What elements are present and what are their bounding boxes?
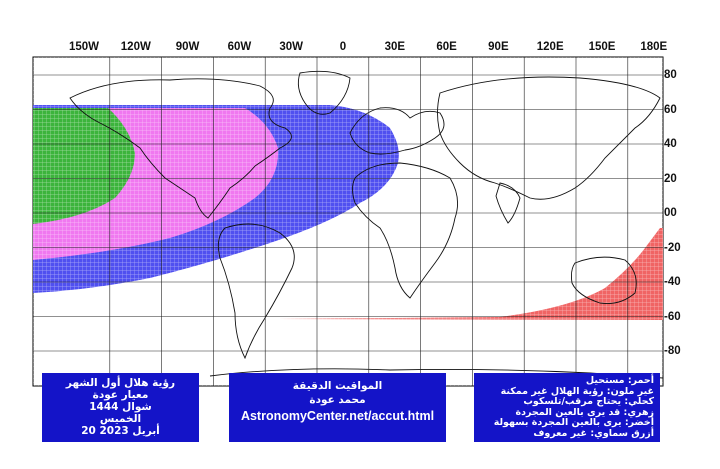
latitude-label: -40 — [664, 276, 681, 288]
weekday-line: الخميس — [99, 413, 142, 425]
legend-item: غير ملون: رؤية الهلال غير ممكنة — [500, 385, 654, 397]
title-line: رؤية هلال أول الشهر — [65, 377, 176, 389]
legend-box: أحمر: مستحيل غير ملون: رؤية الهلال غير م… — [474, 373, 660, 442]
longitude-label: 180E — [640, 41, 668, 53]
continent-north-america — [69, 78, 292, 219]
website-link[interactable]: AstronomyCenter.net/accut.html — [240, 409, 435, 423]
legend-item: أحمر: مستحيل — [585, 375, 654, 386]
continent-australia — [570, 256, 637, 304]
legend-item: زهري: قد يرى بالعين المجردة — [515, 406, 654, 418]
longitude-label: 30W — [279, 41, 304, 53]
credits-box: المواقيت الدقيقة محمد عودة AstronomyCent… — [229, 373, 446, 442]
date-line: 20 أبريل 2023 — [81, 425, 160, 437]
visibility-map — [32, 56, 664, 387]
continent-india — [495, 182, 521, 224]
legend-item: أزرق سماوي: غير معروف — [533, 427, 654, 439]
subtitle-line: المواقيت الدقيقة — [292, 380, 383, 392]
longitude-label: 0 — [339, 41, 347, 53]
criterion-line: معيار عودة — [92, 389, 149, 401]
longitude-label: 150W — [68, 41, 100, 53]
longitude-label: 120W — [120, 41, 151, 53]
latitude-label: 60 — [664, 103, 677, 116]
latitude-label: 00 — [664, 207, 677, 219]
latitude-label: -20 — [664, 241, 681, 254]
month-line: شوال 1444 — [89, 401, 152, 413]
longitude-label: 120E — [536, 41, 564, 53]
longitude-label: 60E — [436, 41, 457, 53]
title-box: رؤية هلال أول الشهر معيار عودة شوال 1444… — [42, 373, 199, 442]
continent-asia — [437, 76, 661, 200]
longitude-label: 60W — [227, 41, 252, 53]
longitude-label: 150E — [588, 41, 616, 53]
continent-europe — [349, 107, 445, 155]
latitude-label: 40 — [664, 138, 677, 150]
continent-south-america — [217, 223, 295, 360]
continent-greenland — [297, 70, 351, 115]
latitude-label: -60 — [664, 310, 681, 323]
longitude-label: 90E — [488, 41, 509, 53]
author-line: محمد عودة — [309, 394, 366, 406]
legend-item: أخضر: يرى بالعين المجردة بسهولة — [493, 417, 654, 429]
latitude-label: 80 — [664, 69, 677, 81]
latitude-label: 20 — [664, 172, 677, 185]
longitude-label: 30E — [384, 41, 406, 53]
latitude-label: -80 — [664, 345, 681, 357]
legend-item: كحلي: يحتاج مرقب/تلسكوب — [523, 396, 654, 408]
longitude-label: 90W — [175, 41, 200, 53]
